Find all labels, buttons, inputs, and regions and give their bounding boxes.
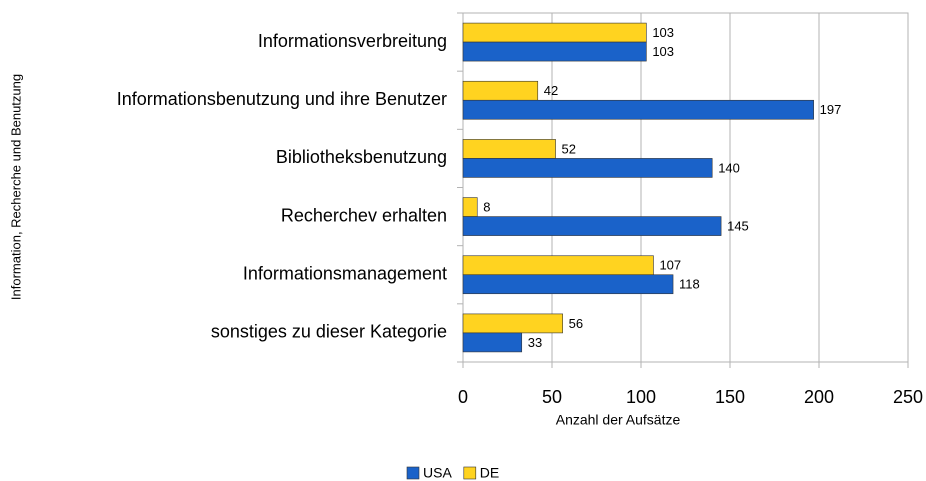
y-tick-label: Informationsbenutzung und ihre Benutzer (117, 89, 447, 109)
plot-area (462, 12, 909, 363)
bar (462, 139, 556, 159)
data-label: 197 (820, 102, 842, 117)
bar (462, 197, 478, 217)
data-label: 52 (562, 141, 576, 156)
bar (462, 313, 563, 334)
x-tick-label: 50 (542, 387, 562, 407)
data-label: 103 (652, 25, 674, 40)
x-tick-label: 200 (804, 387, 834, 407)
legend-label: USA (423, 465, 452, 481)
data-label: 33 (528, 335, 542, 350)
bar (462, 158, 713, 178)
data-label: 8 (483, 200, 490, 215)
bar (462, 332, 523, 353)
data-label: 42 (544, 83, 558, 98)
legend-swatch (406, 466, 420, 480)
data-label: 56 (569, 316, 583, 331)
data-label: 118 (679, 277, 700, 292)
x-axis-label: Anzahl der Aufsätze (556, 412, 681, 428)
y-tick-label: Informationsmanagement (243, 264, 447, 284)
x-tick-label: 100 (626, 387, 656, 407)
data-label: 140 (718, 160, 740, 175)
bar (462, 216, 722, 236)
x-tick-label: 150 (715, 387, 745, 407)
data-label: 145 (727, 219, 749, 234)
legend-label: DE (480, 465, 499, 481)
bar (462, 22, 647, 43)
y-tick-label: Recherchev erhalten (281, 205, 447, 225)
bar (462, 255, 654, 276)
x-tick-label: 250 (893, 387, 923, 407)
x-tick-label: 0 (458, 387, 468, 407)
legend-swatch (463, 466, 477, 480)
y-tick-label: sonstiges zu dieser Kategorie (211, 322, 447, 342)
bar (462, 80, 539, 101)
bar (462, 41, 647, 62)
data-label: 103 (652, 44, 674, 59)
y-axis-label: Information, Recherche und Benutzung (8, 74, 23, 300)
y-tick-label: Informationsverbreitung (258, 31, 447, 51)
y-tick-label: Bibliotheksbenutzung (276, 147, 447, 167)
bar (462, 99, 814, 120)
bar (462, 274, 674, 295)
data-label: 107 (659, 258, 681, 273)
